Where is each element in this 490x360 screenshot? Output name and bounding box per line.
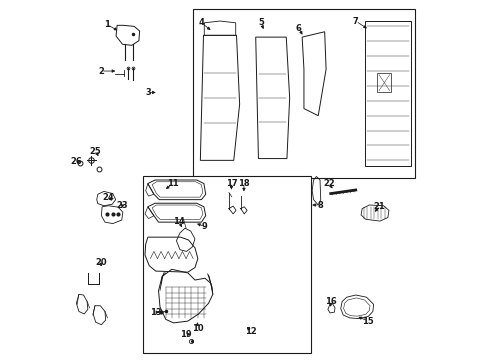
Text: 19: 19 <box>180 330 192 339</box>
Text: 22: 22 <box>323 179 335 188</box>
Text: 23: 23 <box>117 201 128 210</box>
Text: 9: 9 <box>202 222 208 231</box>
Text: 6: 6 <box>295 24 301 33</box>
Bar <box>193 9 415 178</box>
Text: 10: 10 <box>192 324 203 333</box>
Text: 20: 20 <box>95 258 107 267</box>
Text: 14: 14 <box>173 217 185 226</box>
Text: 25: 25 <box>90 147 101 156</box>
Text: 7: 7 <box>353 17 359 26</box>
Text: 1: 1 <box>104 20 110 29</box>
Text: 13: 13 <box>150 308 162 317</box>
Text: 21: 21 <box>373 202 385 211</box>
Text: 26: 26 <box>70 157 82 166</box>
Text: 4: 4 <box>198 18 204 27</box>
Text: 2: 2 <box>98 67 104 76</box>
Text: 16: 16 <box>325 297 337 306</box>
Bar <box>143 176 311 353</box>
Text: 11: 11 <box>167 179 179 188</box>
Text: 12: 12 <box>245 327 257 336</box>
Text: 5: 5 <box>258 18 264 27</box>
Text: 8: 8 <box>317 201 323 210</box>
Text: 3: 3 <box>146 88 151 97</box>
Text: 24: 24 <box>103 193 115 202</box>
Text: 15: 15 <box>363 316 374 325</box>
Text: 17: 17 <box>225 179 237 188</box>
Text: 18: 18 <box>238 179 250 188</box>
